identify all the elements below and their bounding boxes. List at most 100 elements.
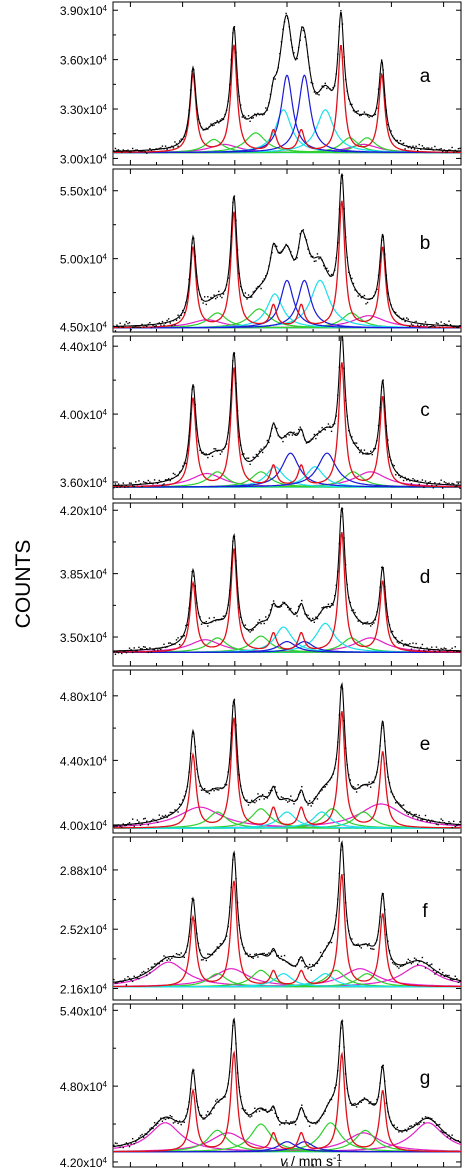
- data-point: [172, 1122, 175, 1124]
- data-point: [355, 791, 358, 793]
- data-point: [247, 955, 250, 958]
- data-point: [203, 453, 206, 455]
- data-point: [363, 449, 366, 451]
- data-point: [249, 1116, 251, 1118]
- data-points: [113, 845, 461, 986]
- data-point: [409, 960, 411, 962]
- data-point: [418, 325, 420, 328]
- data-point: [199, 449, 201, 451]
- data-point: [412, 324, 414, 326]
- data-point: [384, 1080, 386, 1082]
- data-point: [456, 824, 458, 827]
- data-point: [136, 819, 139, 821]
- data-point: [449, 649, 452, 651]
- data-point: [359, 787, 361, 789]
- panel-letter: a: [420, 66, 431, 87]
- data-point: [205, 303, 207, 306]
- panel-frame: [112, 1003, 462, 1168]
- data-point: [175, 475, 178, 477]
- data-point: [127, 976, 129, 978]
- panel-letter: e: [420, 734, 431, 755]
- panel-curves: [113, 1017, 461, 1153]
- data-point: [203, 128, 206, 131]
- data-point: [416, 324, 419, 326]
- data-point: [188, 1101, 190, 1103]
- data-point: [158, 814, 160, 816]
- data-point: [293, 803, 295, 805]
- data-point: [175, 1119, 178, 1122]
- data-point: [185, 951, 187, 953]
- data-point: [288, 434, 290, 436]
- data-point: [327, 942, 330, 944]
- data-point: [236, 79, 239, 81]
- data-point: [117, 326, 120, 328]
- component-blue: [113, 74, 461, 154]
- data-point: [202, 622, 204, 624]
- data-point: [246, 1112, 248, 1114]
- data-point: [203, 1118, 206, 1120]
- data-point: [163, 643, 165, 646]
- panel-curves: [113, 336, 461, 489]
- data-point: [352, 282, 355, 285]
- data-point: [371, 115, 373, 118]
- data-point: [452, 820, 455, 823]
- data-point: [185, 301, 187, 304]
- data-point: [225, 1090, 228, 1092]
- data-point: [213, 1107, 215, 1109]
- data-point: [415, 813, 417, 816]
- data-point: [346, 256, 348, 259]
- data-point: [261, 952, 264, 955]
- data-point: [374, 1103, 377, 1105]
- data-point: [290, 607, 292, 610]
- data-point: [319, 612, 322, 614]
- data-point: [333, 422, 336, 425]
- data-point: [166, 959, 168, 961]
- data-point: [238, 1086, 240, 1088]
- data-point: [135, 650, 137, 652]
- data-point: [423, 486, 425, 489]
- data-point: [344, 399, 347, 402]
- data-point: [232, 32, 234, 34]
- data-point: [227, 925, 229, 928]
- data-point: [391, 135, 394, 137]
- data-point: [368, 623, 370, 625]
- data-point: [202, 958, 204, 961]
- data-point: [297, 247, 300, 249]
- data-point: [357, 620, 359, 622]
- data-point: [365, 621, 367, 624]
- data-point: [363, 111, 366, 113]
- data-point: [252, 1112, 254, 1114]
- data-point: [138, 977, 140, 980]
- data-point: [247, 294, 250, 296]
- data-point: [147, 651, 150, 654]
- data-point: [136, 483, 139, 486]
- data-point: [131, 980, 134, 983]
- data-point: [261, 114, 264, 116]
- data-point: [290, 251, 292, 253]
- data-point: [294, 59, 297, 61]
- data-point: [456, 326, 458, 329]
- data-point: [415, 642, 417, 645]
- data-point: [166, 1117, 168, 1119]
- data-point: [310, 438, 312, 440]
- data-point: [449, 149, 452, 152]
- data-point: [180, 952, 182, 954]
- data-point: [316, 798, 319, 800]
- data-point: [440, 1130, 442, 1132]
- data-point: [304, 236, 306, 238]
- data-point: [435, 646, 438, 648]
- data-point: [191, 570, 193, 573]
- data-point: [438, 148, 441, 151]
- data-point: [285, 1120, 287, 1122]
- data-point: [321, 789, 323, 791]
- data-point: [128, 151, 131, 153]
- data-point: [274, 78, 276, 80]
- data-point: [388, 781, 391, 784]
- data-point: [254, 953, 256, 956]
- data-point: [274, 950, 276, 953]
- data-point: [186, 945, 189, 947]
- data-point: [241, 1107, 243, 1110]
- data-point: [323, 86, 325, 88]
- data-point: [377, 761, 380, 763]
- data-point: [135, 325, 137, 328]
